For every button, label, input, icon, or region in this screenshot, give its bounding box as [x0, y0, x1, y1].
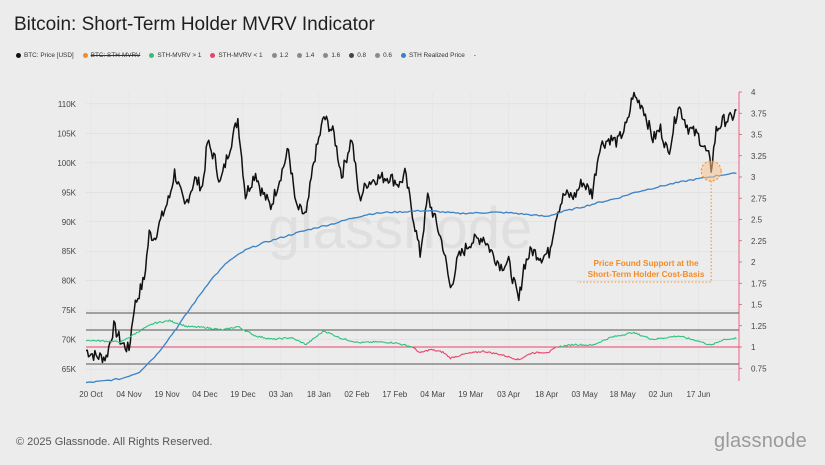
sth-mvrv-above-line — [85, 319, 413, 348]
x-tick-label: 17 Feb — [382, 390, 407, 399]
sth-mvrv-above-line — [556, 346, 559, 349]
x-tick-label: 03 May — [571, 390, 597, 399]
legend-label: 1.4 — [305, 52, 315, 59]
x-tick-label: 03 Apr — [497, 390, 520, 399]
axes: 65K 70K 75K 80K 85K 90K 95K 100K 105K 110K 0.75 1 1.… — [57, 88, 767, 399]
y-left-tick-label: 70K — [62, 336, 77, 345]
mvrv-levels — [86, 312, 739, 365]
y-left-tick-label: 100K — [57, 159, 76, 168]
y-right-tick-label: 2.25 — [751, 237, 767, 246]
legend-label: BTC: STH-MVRV — [90, 52, 141, 59]
y-right-tick-label: 1 — [751, 343, 756, 352]
y-left-tick-label: 95K — [62, 188, 77, 197]
x-tick-label: 03 Jan — [269, 390, 293, 399]
legend-label: STH-MVRV > 1 — [157, 52, 202, 59]
legend-item[interactable]: 0.6 — [375, 52, 392, 59]
y-left-tick-label: 65K — [62, 365, 77, 374]
legend-item[interactable]: 0.8 — [349, 52, 366, 59]
x-tick-label: 19 Nov — [154, 390, 179, 399]
legend-label: 0.8 — [357, 52, 367, 59]
legend-item[interactable]: STH-MVRV > 1 — [149, 52, 201, 59]
legend-item[interactable]: STH-MVRV < 1 — [210, 52, 263, 59]
support-annotation: Price Found Support at the Short-Term Ho… — [577, 160, 722, 283]
chart-legend: BTC: Price [USD] BTC: STH-MVRV STH-MVRV > … — [16, 52, 476, 59]
y-right-tick-label: 2.5 — [751, 216, 763, 225]
y-right-tick-label: 2.75 — [751, 194, 767, 203]
legend-label: 1.2 — [279, 52, 289, 59]
y-right-tick-label: 4 — [751, 88, 756, 97]
x-tick-label: 18 May — [609, 390, 635, 399]
annotation-leader-line — [577, 181, 712, 283]
legend-swatch — [400, 53, 406, 58]
y-right-tick-label: 3 — [751, 173, 756, 182]
y-left-tick-label: 85K — [62, 247, 77, 256]
copyright-text: © 2025 Glassnode. All Rights Reserved. — [16, 436, 213, 448]
y-left-tick-label: 75K — [62, 306, 77, 315]
x-tick-label: 20 Oct — [79, 390, 103, 399]
legend-item[interactable]: 1.6 — [323, 52, 340, 59]
sth-mvrv-below-line — [557, 346, 560, 348]
legend-item[interactable]: - — [474, 52, 476, 59]
y-right-tick-label: 1.75 — [751, 279, 767, 288]
y-left-tick-label: 80K — [62, 277, 77, 286]
legend-swatch — [375, 53, 381, 58]
legend-label: STH Realized Price — [408, 52, 465, 59]
y-right-tick-label: 1.25 — [751, 322, 767, 331]
x-tick-label: 17 Jun — [686, 390, 710, 399]
legend-label: BTC: Price [USD] — [24, 52, 74, 59]
legend-label: 1.6 — [331, 52, 341, 59]
sth-mvrv-above-line — [559, 331, 737, 348]
annotation-line2: Short-Term Holder Cost-Basis — [588, 270, 705, 279]
series-lines — [85, 91, 737, 384]
legend-swatch — [210, 53, 216, 58]
y-left-tick-label: 110K — [58, 100, 77, 109]
legend-swatch — [297, 53, 303, 58]
y-right-tick-label: 0.75 — [751, 364, 767, 373]
x-tick-label: 19 Mar — [458, 390, 483, 399]
legend-label: STH-MVRV < 1 — [218, 52, 263, 59]
legend-swatch — [149, 53, 155, 58]
support-highlight-circle — [700, 160, 722, 182]
x-tick-label: 04 Mar — [420, 390, 445, 399]
y-left-tick-label: 105K — [57, 129, 76, 138]
y-right-tick-label: 3.75 — [751, 109, 767, 118]
y-right-tick-label: 3.25 — [751, 152, 767, 161]
y-right-tick-label: 3.5 — [751, 131, 763, 140]
x-tick-label: 18 Apr — [535, 390, 558, 399]
legend-label: - — [473, 52, 476, 59]
annotation-line1: Price Found Support at the — [593, 259, 699, 268]
y-left-tick-label: 90K — [62, 218, 77, 227]
legend-swatch — [323, 53, 329, 58]
legend-item[interactable]: STH Realized Price — [400, 52, 465, 59]
x-tick-label: 19 Dec — [230, 390, 255, 399]
legend-item[interactable]: BTC: STH-MVRV — [82, 52, 141, 59]
legend-item[interactable]: BTC: Price [USD] — [16, 52, 74, 59]
brand-logo: glassnode — [714, 430, 807, 452]
x-tick-label: 04 Dec — [192, 390, 217, 399]
x-tick-label: 02 Jun — [649, 390, 673, 399]
x-tick-label: 02 Feb — [344, 390, 369, 399]
legend-swatch — [16, 53, 21, 58]
y-right-tick-label: 1.5 — [751, 301, 763, 310]
legend-swatch — [349, 53, 355, 58]
legend-swatch — [271, 53, 277, 58]
y-right-tick-label: 2 — [751, 258, 756, 267]
x-tick-label: 04 Nov — [116, 390, 141, 399]
legend-swatch — [82, 53, 88, 58]
legend-item[interactable]: 1.4 — [297, 52, 314, 59]
legend-label: 0.6 — [383, 52, 392, 59]
sth-realized-price-line — [85, 172, 737, 384]
sth-mvrv-below-line — [412, 346, 557, 361]
chart-title: Bitcoin: Short-Term Holder MVRV Indicato… — [14, 14, 375, 35]
x-tick-label: 18 Jan — [307, 390, 331, 399]
legend-item[interactable]: 1.2 — [271, 52, 289, 59]
btc-price-line — [85, 91, 737, 364]
